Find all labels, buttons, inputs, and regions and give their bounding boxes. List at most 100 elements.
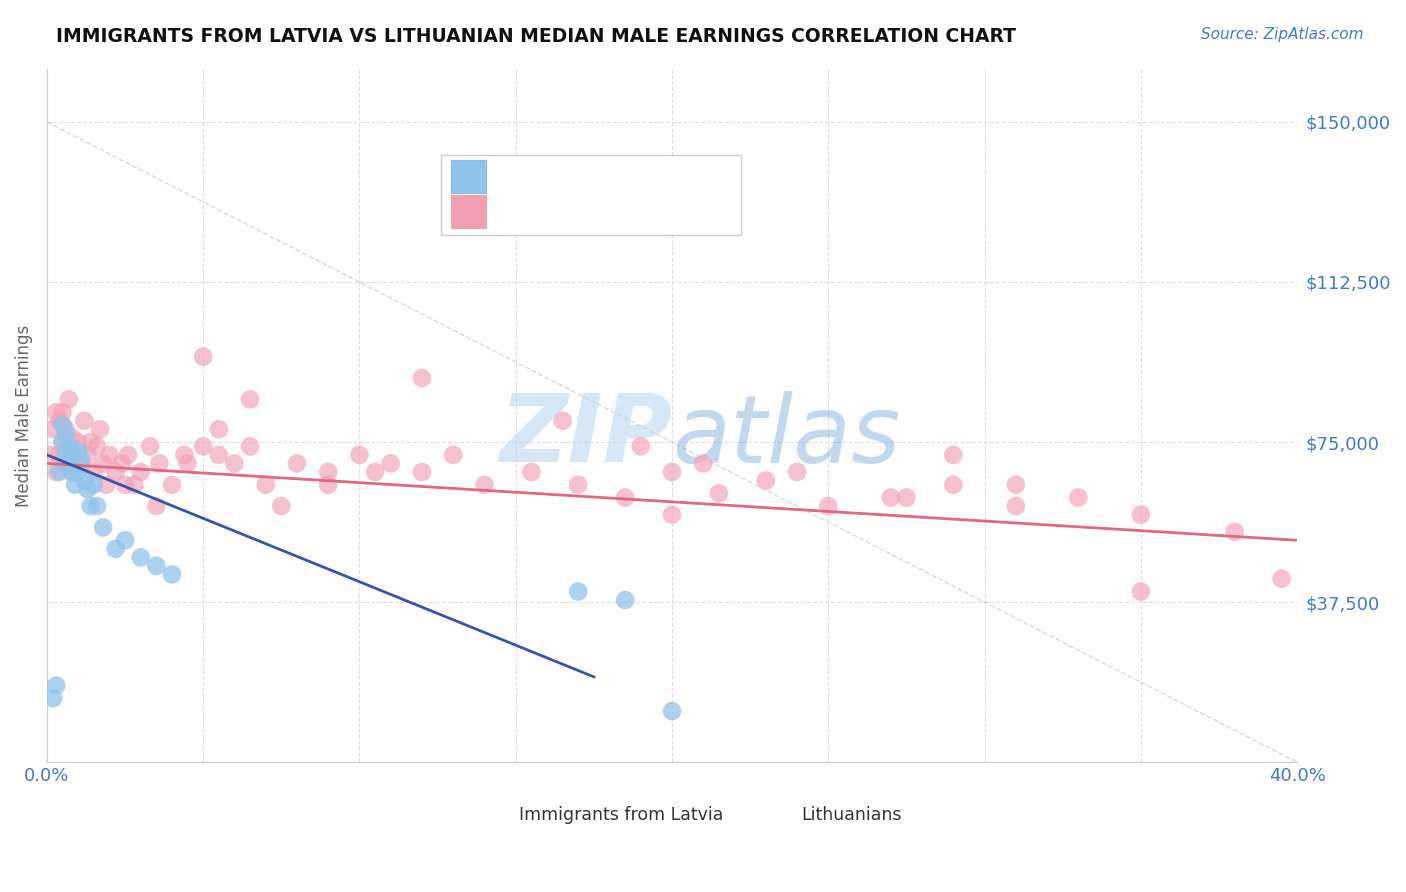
Point xyxy=(441,448,464,462)
Point xyxy=(89,422,111,436)
Point xyxy=(224,457,246,471)
Point xyxy=(73,474,96,488)
Point xyxy=(79,435,101,450)
Point xyxy=(1129,584,1152,599)
Point xyxy=(55,457,77,471)
Point xyxy=(193,350,215,364)
Point xyxy=(60,431,83,445)
Point xyxy=(60,465,83,479)
Point xyxy=(567,477,589,491)
Point xyxy=(1270,572,1292,586)
Point xyxy=(42,691,65,706)
Point xyxy=(474,477,496,491)
Point xyxy=(880,491,903,505)
Point xyxy=(39,448,62,462)
Point xyxy=(567,584,589,599)
Point xyxy=(45,465,67,479)
Point xyxy=(114,477,136,491)
Point xyxy=(942,477,965,491)
Text: R =  -0.354    N =  29: R = -0.354 N = 29 xyxy=(496,167,683,185)
Point xyxy=(145,499,167,513)
Point xyxy=(114,533,136,548)
Point xyxy=(73,414,96,428)
Point xyxy=(614,491,637,505)
Point xyxy=(411,465,433,479)
Point xyxy=(70,452,93,467)
Point xyxy=(173,448,195,462)
Text: ZIP: ZIP xyxy=(499,390,672,483)
Point xyxy=(51,435,73,450)
Point xyxy=(55,448,77,462)
Point xyxy=(139,439,162,453)
Point xyxy=(70,457,93,471)
Point xyxy=(76,482,98,496)
Point xyxy=(707,486,730,500)
Point xyxy=(148,457,170,471)
Point xyxy=(661,704,683,718)
Point xyxy=(76,448,98,462)
Point xyxy=(51,435,73,450)
Point xyxy=(380,457,402,471)
Point xyxy=(614,593,637,607)
Text: Lithuanians: Lithuanians xyxy=(801,806,901,824)
Point xyxy=(48,448,70,462)
Text: Source: ZipAtlas.com: Source: ZipAtlas.com xyxy=(1201,27,1364,42)
Point xyxy=(55,426,77,441)
Point xyxy=(111,457,134,471)
Point xyxy=(1129,508,1152,522)
FancyBboxPatch shape xyxy=(478,802,513,828)
Point xyxy=(51,417,73,432)
Point xyxy=(86,439,108,453)
Point xyxy=(176,457,198,471)
Point xyxy=(86,499,108,513)
Point xyxy=(63,477,86,491)
Point xyxy=(364,465,387,479)
Point xyxy=(60,448,83,462)
Point xyxy=(129,465,152,479)
Point xyxy=(755,474,778,488)
Point xyxy=(1223,524,1246,539)
Point xyxy=(316,477,339,491)
Point xyxy=(58,392,80,407)
Text: atlas: atlas xyxy=(672,391,900,482)
Point xyxy=(58,439,80,453)
Point xyxy=(551,414,574,428)
Point xyxy=(58,457,80,471)
Point xyxy=(67,443,90,458)
Point xyxy=(98,448,121,462)
Point xyxy=(942,448,965,462)
Point xyxy=(692,457,714,471)
Point xyxy=(1005,477,1028,491)
Point xyxy=(96,477,118,491)
Point xyxy=(104,541,127,556)
Text: R =  -0.192    N =  80: R = -0.192 N = 80 xyxy=(496,202,683,219)
Point xyxy=(48,465,70,479)
Point xyxy=(208,422,231,436)
Point xyxy=(83,465,105,479)
Point xyxy=(270,499,292,513)
Point xyxy=(79,499,101,513)
Point xyxy=(42,422,65,436)
Point xyxy=(1067,491,1090,505)
Point xyxy=(786,465,808,479)
Point xyxy=(160,567,183,582)
Point xyxy=(239,392,262,407)
FancyBboxPatch shape xyxy=(451,194,485,228)
Point xyxy=(124,477,146,491)
Point xyxy=(208,448,231,462)
Point xyxy=(117,448,139,462)
Point xyxy=(1005,499,1028,513)
Point xyxy=(817,499,839,513)
Point xyxy=(661,465,683,479)
Text: Immigrants from Latvia: Immigrants from Latvia xyxy=(519,806,724,824)
FancyBboxPatch shape xyxy=(440,155,741,235)
Point xyxy=(67,435,90,450)
Point xyxy=(48,414,70,428)
Point xyxy=(45,405,67,419)
FancyBboxPatch shape xyxy=(451,160,485,194)
Point xyxy=(160,477,183,491)
Point xyxy=(91,457,114,471)
Point xyxy=(316,465,339,479)
Y-axis label: Median Male Earnings: Median Male Earnings xyxy=(15,325,32,507)
Point xyxy=(254,477,277,491)
